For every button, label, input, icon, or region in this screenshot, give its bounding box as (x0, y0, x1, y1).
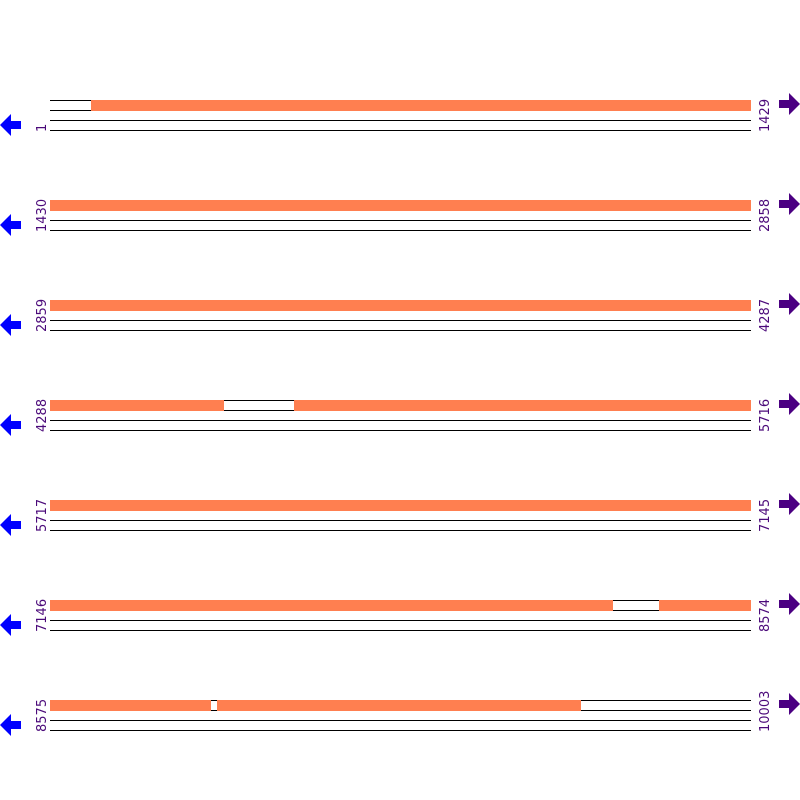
row-start-label: 2859 (35, 298, 50, 332)
arrow-right-icon[interactable] (779, 593, 800, 615)
covered-segment (216, 700, 581, 711)
track-row: 1 1429 (0, 93, 800, 140)
track-line (50, 520, 751, 521)
arrow-right-icon[interactable] (779, 393, 800, 415)
row-end-label: 4287 (758, 298, 773, 332)
track-line (50, 630, 751, 631)
covered-segment (293, 400, 751, 411)
track-line (50, 230, 751, 231)
row-end-label: 10003 (758, 690, 773, 732)
track-line (50, 720, 751, 721)
track-row: 7146 8574 (0, 593, 800, 640)
row-start-label: 7146 (35, 598, 50, 632)
row-end-label: 5716 (758, 398, 773, 432)
row-start-label: 1 (35, 123, 50, 132)
track-line (50, 620, 751, 621)
track-row: 8575 10003 (0, 691, 800, 740)
row-start-label: 4288 (35, 398, 50, 432)
row-start-label: 1430 (35, 198, 50, 232)
track-row: 2859 4287 (0, 293, 800, 340)
covered-segment (50, 400, 225, 411)
track-line (50, 430, 751, 431)
row-start-label: 5717 (35, 498, 50, 532)
arrow-right-icon[interactable] (779, 93, 800, 115)
track-row: 5717 7145 (0, 493, 800, 540)
arrow-left-icon[interactable] (0, 214, 22, 236)
arrow-left-icon[interactable] (0, 314, 22, 336)
row-start-label: 8575 (35, 698, 50, 732)
track-line (50, 530, 751, 531)
covered-segment (50, 200, 751, 211)
track-line (50, 320, 751, 321)
track-line (50, 220, 751, 221)
row-end-label: 1429 (758, 98, 773, 132)
track-row: 1430 2858 (0, 193, 800, 240)
row-end-label: 2858 (758, 198, 773, 232)
arrow-right-icon[interactable] (779, 193, 800, 215)
arrow-left-icon[interactable] (0, 114, 22, 136)
track-row: 4288 5716 (0, 393, 800, 440)
row-end-label: 8574 (758, 598, 773, 632)
track-line (50, 330, 751, 331)
arrow-right-icon[interactable] (779, 493, 800, 515)
covered-segment (90, 100, 751, 111)
arrow-right-icon[interactable] (779, 293, 800, 315)
row-end-label: 7145 (758, 498, 773, 532)
track-line (50, 420, 751, 421)
track-line (50, 130, 751, 131)
track-line (50, 120, 751, 121)
covered-segment (50, 600, 614, 611)
arrow-left-icon[interactable] (0, 514, 22, 536)
covered-segment (50, 500, 751, 511)
arrow-left-icon[interactable] (0, 614, 22, 636)
arrow-left-icon[interactable] (0, 414, 22, 436)
covered-segment (658, 600, 751, 611)
covered-segment (50, 300, 751, 311)
covered-segment (50, 700, 211, 711)
arrow-right-icon[interactable] (779, 693, 800, 715)
track-line (50, 730, 751, 731)
arrow-left-icon[interactable] (0, 714, 22, 736)
